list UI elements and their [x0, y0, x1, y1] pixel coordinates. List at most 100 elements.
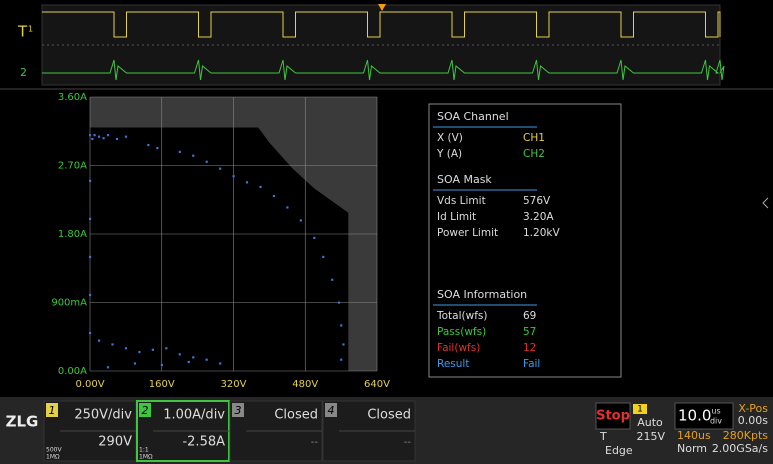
data-point [342, 343, 345, 346]
row-label: Result [437, 358, 469, 370]
data-point [245, 181, 249, 184]
timebase-unit: us [711, 407, 720, 416]
channel-marker: 1 [28, 25, 33, 34]
row-value: CH2 [523, 148, 545, 160]
channel-scale: 1.00A/div [163, 408, 225, 423]
row-value: 12 [523, 342, 536, 354]
x-tick-label: 480V [292, 379, 318, 390]
trigger-marker: T [17, 23, 28, 41]
data-point [115, 137, 119, 141]
run-button[interactable] [595, 402, 631, 430]
run-state[interactable]: Stop [596, 409, 630, 424]
trigger-channel: 1 [637, 405, 643, 415]
row-label: Y (A) [436, 148, 462, 160]
info-panel [428, 103, 622, 378]
data-point [89, 255, 92, 259]
channel-number: 2 [142, 404, 149, 417]
acq-mode: Norm [677, 442, 707, 455]
channel-number: 4 [328, 404, 335, 417]
row-label: Total(wfs) [436, 310, 487, 322]
y-tick-label: 3.60A [58, 92, 87, 103]
row-label: Id Limit [437, 211, 476, 223]
trigger-mode: Auto [637, 416, 663, 429]
section-title: SOA Channel [437, 110, 509, 123]
row-label: X (V) [437, 132, 463, 144]
data-point [89, 217, 92, 220]
data-point [219, 167, 222, 170]
channel-scale: 250V/div [74, 408, 132, 423]
trigger-type: Edge [605, 444, 633, 457]
timebase-box[interactable] [674, 402, 734, 430]
y-tick-label: 2.70A [58, 161, 87, 172]
channel-badge [232, 403, 244, 417]
row-value: 69 [523, 310, 536, 322]
data-point [151, 348, 154, 351]
timebase-scale[interactable]: 10.0 [678, 407, 711, 425]
section-title: SOA Information [437, 288, 527, 301]
data-point [89, 134, 92, 137]
data-point [259, 185, 262, 189]
x-tick-label: 160V [149, 379, 175, 390]
side-menu-arrow[interactable] [762, 197, 769, 209]
data-point [111, 343, 114, 346]
channel-1-waveform [42, 11, 721, 38]
channel-number: 3 [235, 404, 242, 417]
data-point [272, 194, 276, 198]
data-point [97, 135, 101, 138]
data-point [331, 278, 334, 281]
row-label: Vds Limit [437, 195, 486, 207]
row-value: CH1 [523, 132, 545, 144]
channel-impedance: 1MΩ [46, 454, 60, 461]
data-point [219, 362, 222, 365]
row-value: Fail [523, 358, 540, 370]
data-point [106, 134, 110, 137]
data-point [156, 146, 159, 150]
channel-probe: 1:1 [139, 447, 149, 454]
xpos: 0.00s [738, 414, 768, 427]
data-point [89, 331, 92, 335]
channel-offset: 290V [98, 435, 132, 450]
data-point [106, 366, 110, 369]
row-value: 576V [523, 195, 551, 207]
data-point [97, 339, 101, 342]
data-point [89, 293, 92, 297]
channel-offset: -2.58A [182, 435, 225, 450]
row-value: 3.20A [523, 211, 554, 223]
data-point [232, 175, 235, 178]
row-label: Fail(wfs) [437, 342, 480, 354]
data-point [340, 324, 343, 327]
channel-probe: 500V [46, 447, 62, 454]
trigger-channel-badge [633, 404, 647, 414]
data-point [93, 134, 96, 137]
timebase-unit: div [710, 417, 722, 426]
channel-badge [46, 403, 58, 417]
data-point [102, 137, 105, 140]
channel-offset: -- [404, 437, 412, 448]
channel-offset: -- [311, 437, 319, 448]
data-point [205, 160, 208, 163]
data-point [205, 358, 208, 361]
soa-mask [90, 127, 349, 371]
data-point [299, 219, 302, 222]
trigger-source: T [599, 430, 607, 443]
channel-number: 1 [49, 404, 56, 417]
data-point [133, 362, 137, 365]
data-point [337, 301, 341, 304]
x-tick-label: 640V [364, 379, 390, 390]
channel-2-waveform [42, 59, 725, 81]
row-value: 1.20kV [523, 227, 560, 239]
data-point [192, 154, 195, 157]
x-tick-label: 0.00V [75, 379, 104, 390]
brand: ZLG [6, 413, 39, 431]
y-tick-label: 0.00A [58, 366, 87, 377]
window: 140us [677, 429, 711, 442]
row-label: Pass(wfs) [437, 326, 486, 338]
trigger-position [378, 4, 386, 11]
row-label: Power Limit [437, 227, 498, 239]
data-point [187, 360, 190, 364]
data-point [178, 150, 181, 153]
sample-rate: 2.00GSa/s [712, 442, 768, 455]
trigger-level: 215V [636, 430, 665, 443]
data-point [89, 179, 92, 182]
